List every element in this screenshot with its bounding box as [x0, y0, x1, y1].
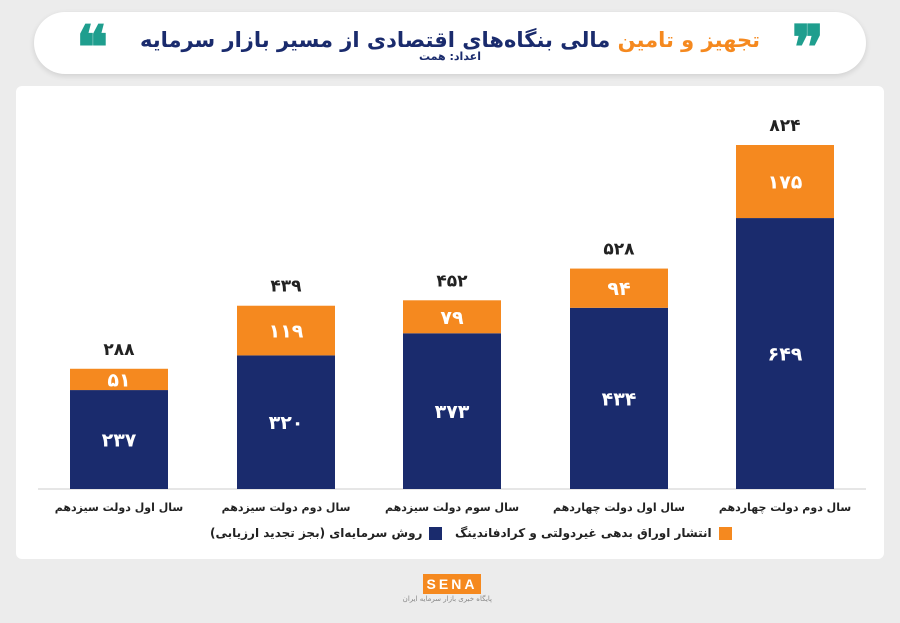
legend-label-debt: انتشار اوراق بدهی غیردولتی و کرادفاندینگ [455, 526, 712, 540]
title-highlight: تجهیز و تامین [617, 28, 761, 52]
bar-total-label: ۴۳۹ [270, 277, 302, 297]
bar-segment-debt [70, 368, 168, 391]
bar-value-label: ۲۳۷ [102, 430, 137, 452]
category-label: سال دوم دولت سیزدهم [222, 501, 351, 514]
bar-value-label: ۱۷۵ [768, 172, 803, 194]
bar-value-label: ۹۴ [607, 278, 630, 300]
sena-logo: SENA [422, 574, 482, 594]
bar-total-label: ۵۲۸ [603, 240, 635, 260]
chart-panel: ۲۳۷ ۵۱ ۲۸۸ سال اول دولت سیزدهم ۳۲۰ ۱۱۹ ۴۳۹ سال … [16, 86, 884, 559]
bar-total-label: ۴۵۲ [436, 271, 468, 291]
bar-segment-debt [237, 305, 335, 356]
category-label: سال اول دولت چهاردهم [553, 501, 685, 514]
bar-segment-capital [570, 307, 668, 489]
quote-open-icon: ❝ [76, 13, 109, 83]
bar-segment-capital [736, 218, 834, 489]
legend-label-capital: روش سرمایه‌ای (بجز تجدید ارزیابی) [210, 526, 423, 540]
bar-total-label: ۸۲۴ [769, 116, 800, 136]
category-label: سال دوم دولت چهاردهم [719, 501, 851, 514]
bar-value-label: ۷۹ [440, 307, 464, 329]
title-rest: مالی بنگاه‌های اقتصادی از مسیر بازار سرم… [139, 28, 618, 52]
bar-value-label: ۶۴۹ [768, 344, 803, 366]
category-label: سال اول دولت سیزدهم [55, 501, 183, 514]
bar-segment-capital [403, 333, 501, 489]
stacked-bar-chart: ۲۳۷ ۵۱ ۲۸۸ سال اول دولت سیزدهم ۳۲۰ ۱۱۹ ۴۳۹ سال … [38, 116, 866, 514]
chart-subtitle: اعداد: همت [419, 50, 481, 63]
legend-item-debt: انتشار اوراق بدهی غیردولتی و کرادفاندینگ [455, 524, 732, 542]
quote-close-icon: ❞ [791, 13, 824, 83]
bar-segment-capital [70, 390, 168, 489]
legend-item-capital: روش سرمایه‌ای (بجز تجدید ارزیابی) [210, 524, 443, 542]
bar-value-label: ۵۱ [107, 369, 130, 391]
brand-tagline: پایگاه خبری بازار سرمایه ایران [402, 595, 492, 603]
bar-segment-debt [736, 145, 834, 219]
bar-total-label: ۲۸۸ [103, 340, 135, 360]
bar-segment-debt [570, 268, 668, 308]
legend-swatch-orange [718, 526, 732, 540]
bar-value-label: ۱۱۹ [269, 321, 304, 343]
bar-value-label: ۳۷۳ [435, 401, 470, 423]
title-banner: ❝ تجهیز و تامین مالی بنگاه‌های اقتصادی ا… [34, 12, 866, 78]
bar-value-label: ۳۲۰ [269, 412, 304, 434]
chart-title: تجهیز و تامین مالی بنگاه‌های اقتصادی از … [34, 28, 866, 52]
bar-segment-debt [403, 300, 501, 334]
bar-segment-capital [237, 355, 335, 489]
bar-value-label: ۴۳۴ [602, 388, 637, 410]
category-label: سال سوم دولت سیزدهم [385, 501, 519, 514]
brand-logo: SENA پایگاه خبری بازار سرمایه ایران [402, 574, 492, 603]
legend-swatch-navy [429, 526, 443, 540]
